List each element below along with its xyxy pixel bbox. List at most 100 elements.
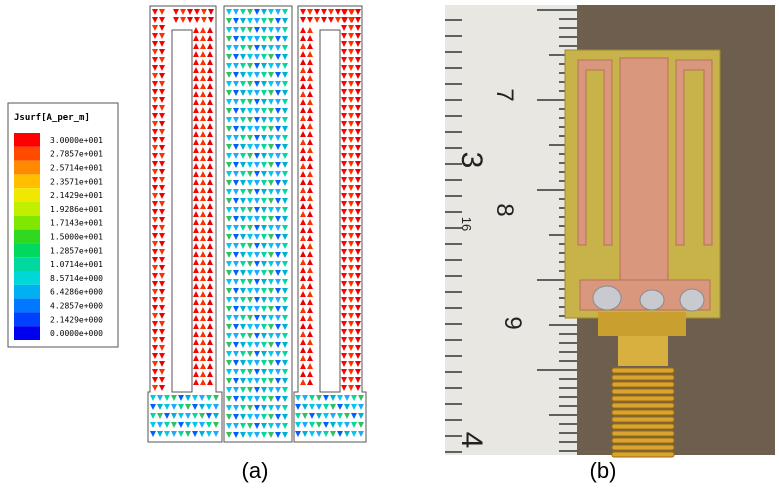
current-arrow [193, 115, 199, 121]
legend-label: 2.1429e+000 [50, 315, 103, 324]
current-arrow [200, 115, 206, 121]
current-arrow [261, 396, 267, 402]
current-arrow [240, 27, 246, 33]
current-arrow [268, 279, 274, 285]
current-arrow [348, 361, 354, 367]
current-arrow [226, 369, 232, 375]
current-arrow [152, 313, 158, 319]
current-arrow [254, 315, 260, 321]
current-arrow [157, 413, 163, 419]
current-arrow [152, 209, 158, 215]
current-arrow [240, 252, 246, 258]
current-arrow [261, 126, 267, 132]
current-arrow [335, 17, 341, 23]
current-arrow [261, 333, 267, 339]
current-arrow [152, 353, 158, 359]
connector-thread [611, 409, 675, 416]
current-arrow [355, 329, 361, 335]
connector-thread [611, 430, 675, 437]
current-arrow [159, 161, 165, 167]
current-arrow [207, 211, 213, 217]
current-arrow [193, 259, 199, 265]
current-arrow [194, 17, 200, 23]
current-arrow [254, 27, 260, 33]
current-arrow [309, 404, 315, 410]
current-arrow [307, 27, 313, 33]
current-arrow [254, 369, 260, 375]
current-arrow [300, 203, 306, 209]
current-arrow [275, 18, 281, 24]
current-arrow [300, 307, 306, 313]
current-arrow [341, 25, 347, 31]
current-arrow [247, 234, 253, 240]
photo: 7 3 8 16 9 4 [445, 5, 775, 458]
connector-thread [611, 381, 675, 388]
current-arrow [300, 211, 306, 217]
current-arrow [341, 113, 347, 119]
current-arrow [282, 144, 288, 150]
current-arrow [159, 129, 165, 135]
current-arrow [247, 216, 253, 222]
current-arrow [193, 219, 199, 225]
current-arrow [226, 9, 232, 15]
current-arrow [341, 201, 347, 207]
current-arrow [159, 345, 165, 351]
current-arrow [247, 189, 253, 195]
current-arrow [193, 155, 199, 161]
current-arrow [341, 225, 347, 231]
current-arrow [150, 395, 156, 401]
current-arrow [200, 131, 206, 137]
current-arrow [247, 99, 253, 105]
current-arrow [200, 235, 206, 241]
current-arrow [159, 209, 165, 215]
current-arrow [337, 431, 343, 437]
current-arrow [200, 27, 206, 33]
current-arrow [268, 324, 274, 330]
current-arrow [200, 203, 206, 209]
current-arrow [233, 162, 239, 168]
current-arrow [200, 163, 206, 169]
legend-label: 2.5714e+001 [50, 164, 103, 173]
current-arrow [226, 108, 232, 114]
current-arrow [261, 306, 267, 312]
current-arrow [233, 135, 239, 141]
current-arrow [207, 83, 213, 89]
current-arrow [152, 297, 158, 303]
current-arrow [307, 379, 313, 385]
current-arrow [348, 305, 354, 311]
current-arrow [200, 243, 206, 249]
current-arrow [341, 289, 347, 295]
current-arrow [247, 351, 253, 357]
current-arrow [254, 261, 260, 267]
current-arrow [240, 360, 246, 366]
current-arrow [348, 233, 354, 239]
current-arrow [348, 105, 354, 111]
current-arrow [300, 283, 306, 289]
current-arrow [226, 333, 232, 339]
current-arrow [337, 404, 343, 410]
current-arrow [355, 305, 361, 311]
current-arrow [275, 297, 281, 303]
current-arrow [159, 329, 165, 335]
current-arrow [207, 355, 213, 361]
current-arrow [300, 99, 306, 105]
current-arrow [348, 217, 354, 223]
current-arrow [307, 235, 313, 241]
current-arrow [240, 270, 246, 276]
current-arrow [247, 54, 253, 60]
current-arrow [159, 33, 165, 39]
current-arrow [254, 279, 260, 285]
current-arrow [307, 35, 313, 41]
current-arrow [282, 369, 288, 375]
current-arrow [254, 90, 260, 96]
legend-label: 2.3571e+001 [50, 177, 103, 186]
current-arrow [355, 113, 361, 119]
current-arrow [207, 227, 213, 233]
current-arrow [152, 177, 158, 183]
current-arrow [207, 339, 213, 345]
current-arrow [240, 324, 246, 330]
current-arrow [200, 323, 206, 329]
current-arrow [355, 353, 361, 359]
current-arrow [282, 54, 288, 60]
current-arrow [159, 89, 165, 95]
